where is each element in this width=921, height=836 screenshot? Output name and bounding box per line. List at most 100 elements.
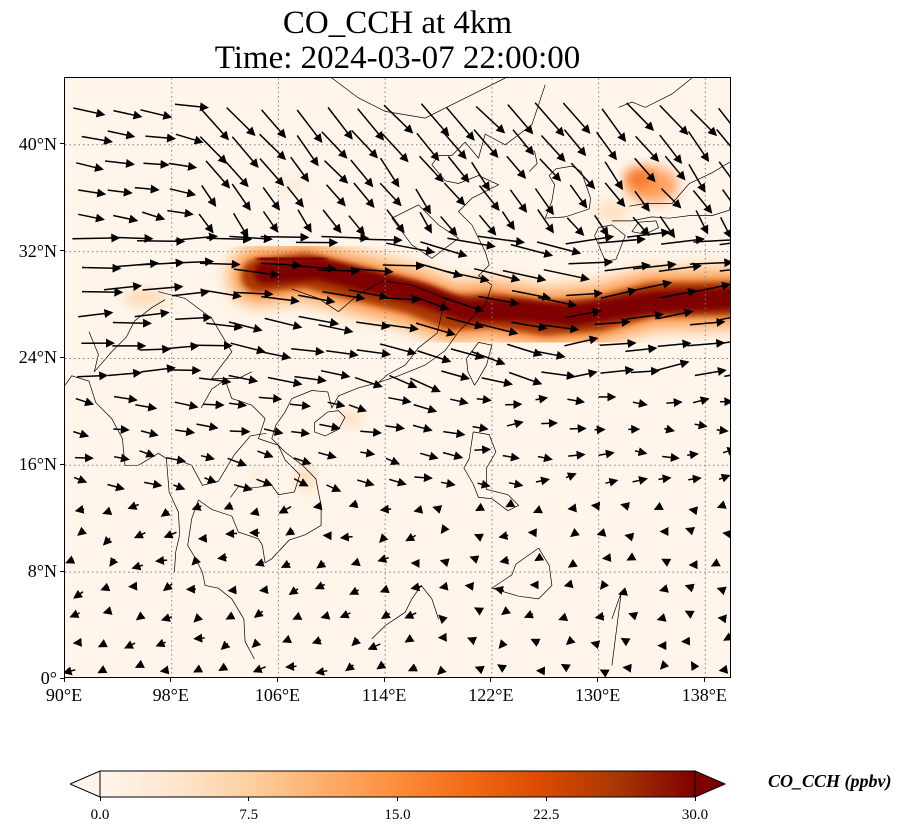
latitude-tick-mark xyxy=(60,250,64,252)
wind-arrow xyxy=(604,261,651,272)
wind-arrow xyxy=(252,664,266,673)
wind-arrow xyxy=(169,188,197,198)
wind-arrow xyxy=(356,348,391,358)
wind-arrow xyxy=(229,399,248,409)
wind-arrow xyxy=(285,661,297,671)
wind-arrow xyxy=(659,584,669,593)
wind-arrow xyxy=(193,664,204,673)
wind-arrow xyxy=(600,287,638,299)
wind-arrow xyxy=(389,374,418,389)
wind-arrow xyxy=(229,234,273,244)
wind-arrow xyxy=(718,161,730,178)
wind-arrow xyxy=(695,210,709,235)
wind-arrow xyxy=(318,323,354,335)
wind-arrow xyxy=(716,425,729,435)
wind-arrow xyxy=(139,449,156,458)
wind-arrow xyxy=(379,157,400,188)
longitude-tick-mark xyxy=(490,678,492,682)
wind-arrow xyxy=(198,213,214,234)
wind-arrow xyxy=(225,161,249,188)
wind-arrow xyxy=(319,422,341,432)
wind-arrow xyxy=(664,155,686,181)
wind-arrow xyxy=(719,269,730,272)
concentration-field xyxy=(123,166,730,491)
latitude-tick-label: 16°N xyxy=(18,454,57,475)
wind-arrow xyxy=(69,609,80,618)
wind-arrow xyxy=(124,640,136,649)
wind-arrow xyxy=(719,216,730,239)
wind-arrow xyxy=(280,559,291,568)
wind-arrow xyxy=(475,105,506,134)
longitude-tick-label: 106°E xyxy=(254,685,301,705)
wind-arrow xyxy=(235,289,274,299)
wind-arrow xyxy=(162,582,173,592)
wind-arrow xyxy=(77,371,109,381)
wind-arrow xyxy=(141,211,166,222)
wind-arrow xyxy=(142,282,184,292)
wind-arrow xyxy=(717,614,727,624)
latitude-tick-label: 8°N xyxy=(27,561,57,582)
wind-arrow xyxy=(145,133,176,143)
wind-arrow xyxy=(109,556,119,567)
plume-patch xyxy=(250,467,267,484)
wind-arrow xyxy=(382,323,419,333)
wind-arrow xyxy=(383,104,414,134)
wind-arrow xyxy=(351,636,362,647)
wind-arrow xyxy=(473,607,485,616)
wind-arrow xyxy=(78,309,114,318)
wind-arrow xyxy=(506,343,543,357)
wind-arrow xyxy=(719,317,730,321)
wind-arrow xyxy=(658,474,672,484)
wind-arrow xyxy=(450,396,469,406)
wind-arrow xyxy=(604,161,624,191)
colorbar-extend-max xyxy=(694,770,726,798)
wind-arrow xyxy=(339,609,351,619)
wind-arrow xyxy=(259,133,287,161)
wind-arrow xyxy=(262,211,279,233)
wind-arrow xyxy=(102,606,113,615)
wind-arrow xyxy=(716,586,727,596)
wind-arrow xyxy=(377,554,390,563)
wind-arrow xyxy=(259,585,269,594)
coastline xyxy=(491,547,553,600)
wind-arrow xyxy=(540,134,566,163)
wind-arrow xyxy=(175,133,204,145)
wind-arrow xyxy=(293,456,312,466)
wind-arrow xyxy=(380,610,391,620)
wind-arrow xyxy=(140,428,159,438)
wind-arrow xyxy=(474,665,485,675)
wind-arrow xyxy=(594,611,605,621)
coastline xyxy=(463,431,520,512)
wind-arrow xyxy=(590,501,601,511)
wind-arrow xyxy=(405,532,417,542)
wind-arrow xyxy=(437,665,447,676)
wind-arrow xyxy=(447,156,470,183)
wind-arrow xyxy=(625,344,658,354)
wind-arrow xyxy=(569,424,587,434)
wind-arrow xyxy=(297,209,312,233)
wind-arrow xyxy=(229,426,251,436)
wind-arrow xyxy=(464,581,475,591)
wind-arrow xyxy=(685,526,696,536)
wind-arrow xyxy=(357,478,375,487)
wind-arrow xyxy=(443,429,466,438)
wind-arrow xyxy=(562,102,591,134)
wind-arrow xyxy=(379,533,389,544)
wind-arrow xyxy=(261,109,287,139)
longitude-tick-label: 138°E xyxy=(681,685,727,705)
wind-arrow xyxy=(327,107,353,140)
wind-arrow xyxy=(357,108,385,141)
wind-arrow xyxy=(688,506,699,516)
wind-arrow xyxy=(349,586,360,595)
wind-arrow xyxy=(160,507,171,517)
wind-arrow xyxy=(294,375,327,385)
wind-arrow xyxy=(566,217,585,236)
wind-arrow xyxy=(127,501,139,510)
colorbar-gradient xyxy=(99,770,696,798)
wind-arrow xyxy=(73,475,88,484)
wind-arrow xyxy=(723,632,730,641)
wind-arrow xyxy=(664,424,676,434)
wind-arrow xyxy=(72,637,83,647)
wind-arrow xyxy=(193,633,205,643)
coastlines xyxy=(65,78,730,666)
